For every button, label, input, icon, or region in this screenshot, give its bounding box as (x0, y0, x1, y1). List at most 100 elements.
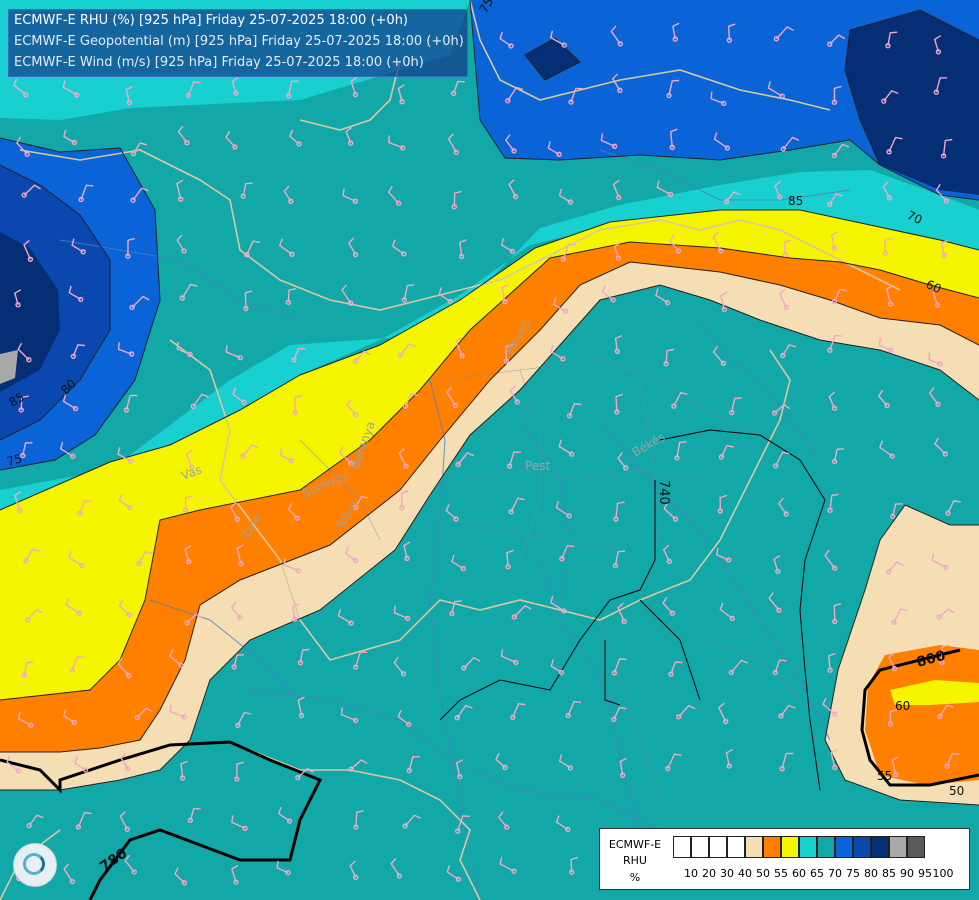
wind-barb (293, 347, 306, 361)
title-geopotential: ECMWF-E Geopotential (m) [925 hPa] Frida… (14, 34, 464, 49)
wind-barb-station (127, 458, 134, 464)
wind-barb (138, 550, 153, 564)
wind-barb-station (352, 251, 359, 258)
rhu-band-90-west (0, 350, 18, 384)
wind-barb-station (611, 143, 618, 150)
wind-barb (833, 143, 850, 156)
wind-barb-station (352, 91, 359, 98)
wind-barb (288, 129, 300, 145)
wind-barb-station (179, 775, 186, 781)
wind-barb-station (285, 299, 291, 305)
wind-barb-station (832, 711, 838, 717)
wind-barb-station (130, 197, 136, 203)
wind-barb-station (184, 139, 190, 146)
wind-barb (727, 23, 736, 41)
wind-barb-station (352, 557, 359, 564)
wind-barb (499, 31, 512, 47)
wind-barb (186, 613, 203, 624)
wind-barb (827, 652, 836, 671)
wind-barb (495, 752, 506, 769)
legend-swatch (745, 836, 763, 858)
wind-barb-station (289, 251, 295, 257)
wind-barb-station (187, 351, 193, 358)
wind-barb (600, 133, 615, 147)
wind-barb-station (127, 505, 133, 511)
wind-barb (505, 344, 514, 362)
wind-barb (884, 237, 892, 254)
wind-barb-station (71, 719, 77, 726)
wind-barb-station (723, 198, 730, 205)
wind-barb (6, 755, 19, 772)
wind-barb (25, 548, 40, 561)
wind-barb (297, 696, 305, 716)
wind-barb-station (885, 43, 891, 49)
wind-barb-station (242, 825, 248, 831)
wind-barb (176, 341, 191, 356)
wind-barb-station (26, 822, 32, 829)
contour-label: 70 (905, 208, 925, 227)
wind-barb-station (288, 198, 294, 205)
wind-barb-station (505, 97, 511, 104)
wind-barb-station (238, 561, 244, 567)
legend-tick-label: 55 (774, 867, 788, 880)
wind-barb (768, 592, 780, 611)
wind-barb-station (23, 91, 29, 98)
wind-barb (136, 707, 153, 718)
wind-barb-station (286, 818, 293, 824)
wind-barb (225, 345, 241, 359)
wind-barb-station (514, 399, 520, 405)
wind-barb-station (832, 764, 838, 771)
wind-barb (782, 344, 797, 356)
wind-barb-station (664, 299, 671, 306)
wind-barb (233, 654, 245, 667)
wind-barb-station (17, 507, 23, 513)
legend-swatch (871, 836, 889, 858)
wind-barb (459, 239, 467, 257)
wind-barb-station (403, 463, 409, 469)
wind-barb (278, 238, 293, 255)
wind-barb (829, 193, 844, 205)
wind-barb (451, 554, 464, 570)
wind-barb-station (560, 356, 566, 362)
wind-barb (883, 89, 899, 102)
wind-barb (346, 398, 357, 415)
contour-label: 50 (949, 784, 964, 798)
wind-barb (28, 814, 44, 827)
wind-barb (882, 181, 891, 199)
wind-barb (730, 659, 749, 673)
wind-barb (672, 22, 680, 40)
wind-barb (391, 239, 405, 255)
wind-barb (555, 500, 570, 517)
wind-barb (935, 77, 948, 93)
wind-barb (497, 811, 508, 828)
wind-barb (230, 501, 238, 520)
wind-barb (349, 860, 357, 878)
wind-barb-station (939, 659, 945, 665)
wind-barb-station (612, 562, 619, 569)
wind-barb (231, 815, 246, 829)
wind-barb (829, 493, 839, 511)
wind-barb (610, 25, 621, 45)
wind-barb-station (27, 256, 34, 262)
wind-barb-station (125, 253, 131, 259)
wind-barb (946, 752, 960, 767)
wind-barb-station (78, 196, 84, 203)
wind-barb (117, 342, 132, 355)
wind-barb (22, 442, 33, 456)
wind-barb (877, 389, 888, 406)
wind-barb-station (189, 464, 195, 471)
wind-barb (387, 185, 400, 204)
wind-barb-station (241, 399, 247, 405)
wind-barb (570, 87, 583, 103)
wind-barb-station (70, 353, 77, 359)
wind-barb-station (617, 87, 623, 94)
wind-barb-station (79, 562, 85, 569)
wind-barb-station (460, 565, 466, 572)
legend-swatch (709, 836, 727, 858)
wind-barb-station (136, 560, 142, 567)
wind-barb-station (292, 409, 298, 416)
legend-swatch (817, 836, 835, 858)
wind-barb (408, 755, 420, 771)
wind-barb (510, 497, 525, 513)
wind-barb (939, 704, 954, 717)
